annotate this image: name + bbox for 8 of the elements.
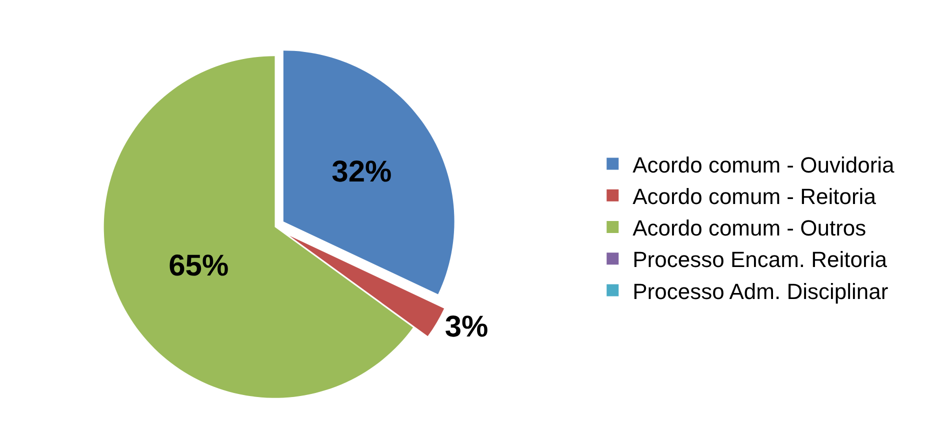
legend-label: Acordo comum - Ouvidoria (632, 152, 896, 178)
data-label: 32% (332, 155, 392, 188)
legend-label: Acordo comum - Reitoria (632, 184, 877, 209)
data-label: 65% (168, 249, 229, 282)
legend-label: Acordo comum - Outros (632, 216, 866, 241)
legend-label: Processo Adm. Disciplinar (632, 278, 888, 304)
data-label: 3% (444, 310, 488, 344)
legend-label: Processo Encam. Reitoria (632, 247, 888, 272)
